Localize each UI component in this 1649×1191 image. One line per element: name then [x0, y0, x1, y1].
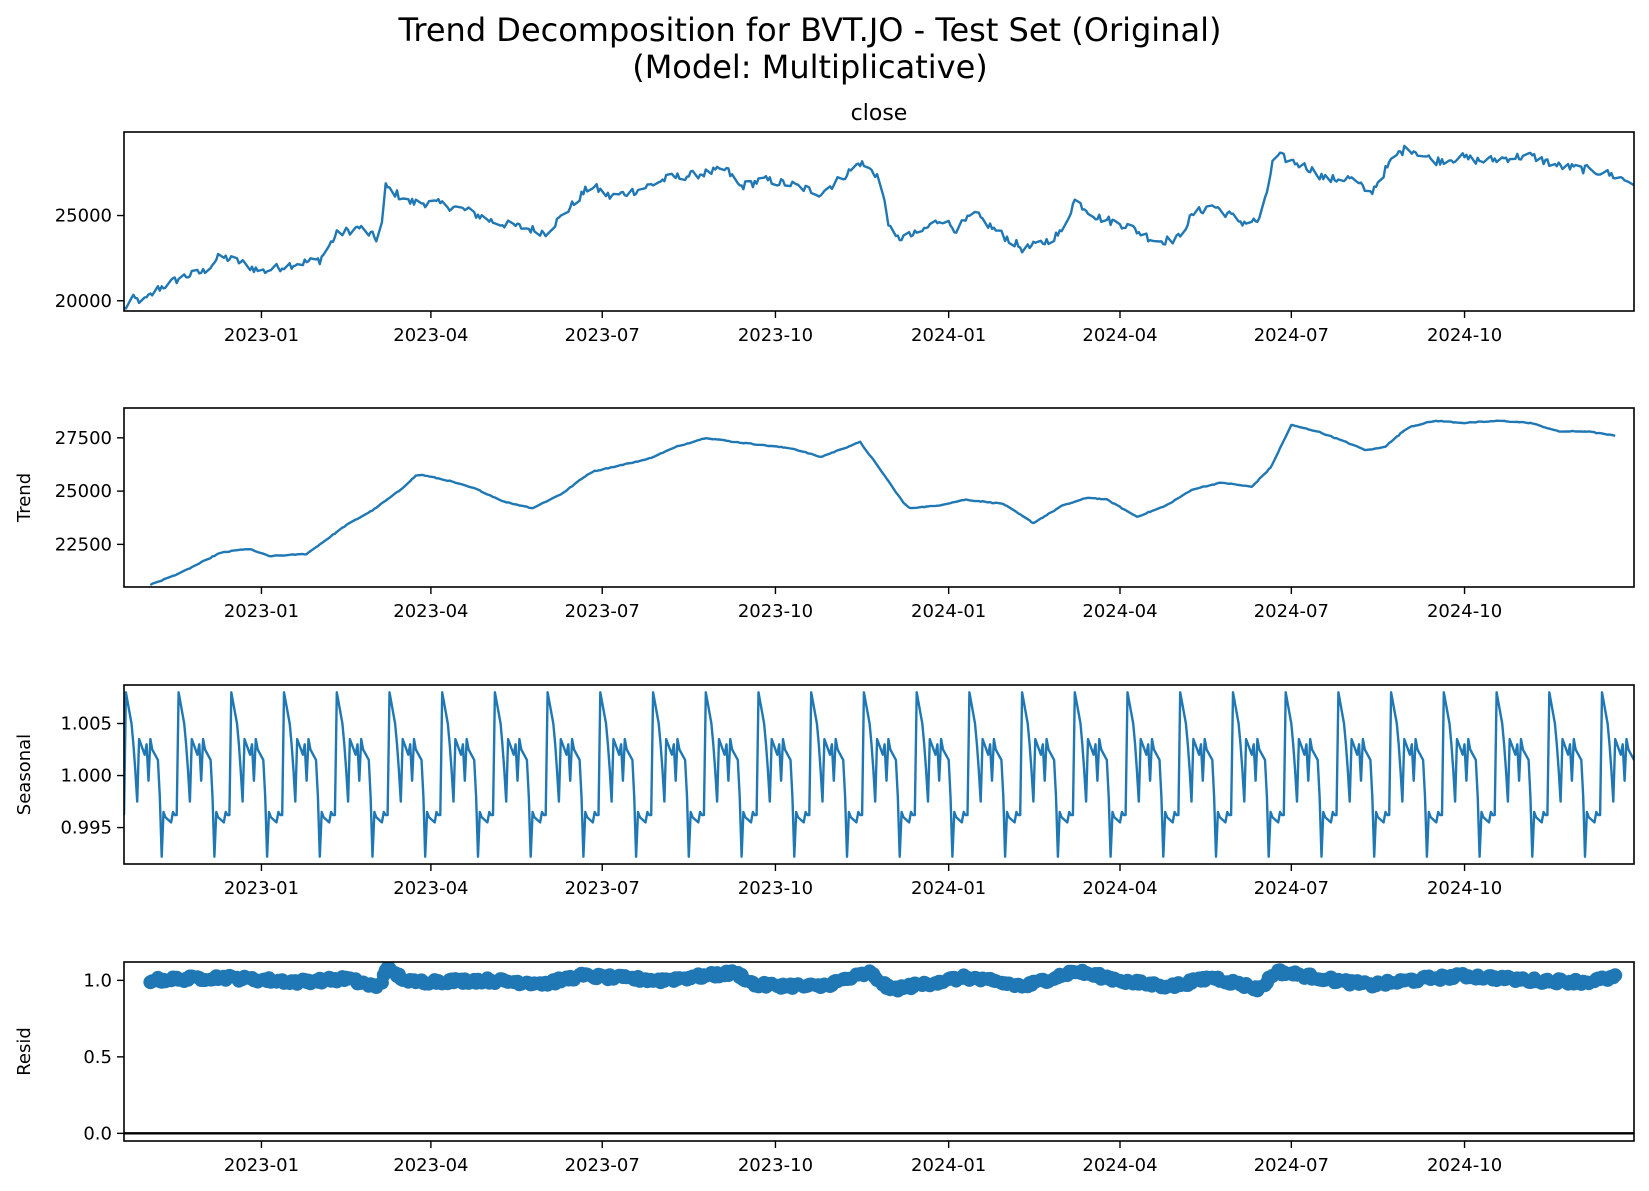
x-tick-label: 2024-10 [1427, 325, 1502, 346]
panel-title: close [851, 101, 908, 126]
y-tick-label: 1.000 [60, 766, 112, 787]
y-tick-label: 20000 [55, 291, 112, 312]
x-tick-label: 2023-07 [565, 878, 640, 899]
series-trend [149, 419, 1616, 587]
x-tick-label: 2024-04 [1082, 601, 1157, 622]
x-tick-label: 2024-01 [911, 601, 986, 622]
x-tick-label: 2023-01 [224, 325, 299, 346]
x-tick-label: 2023-07 [565, 1155, 640, 1176]
y-axis-label: Seasonal [14, 734, 35, 815]
axes-frame [123, 684, 1635, 865]
panel-trend: Trend 22500 25000 27500 2023-01 2023-04 2023-0… [14, 407, 1635, 622]
x-tick-label: 2023-01 [224, 601, 299, 622]
y-tick-label: 0.995 [60, 818, 112, 839]
axes-frame [123, 407, 1635, 588]
x-tick-label: 2024-04 [1082, 1155, 1157, 1176]
x-tick-label: 2023-01 [224, 878, 299, 899]
x-tick-label: 2023-07 [565, 325, 640, 346]
panel-seasonal: Seasonal 0.995 1.000 1.005 2023-01 2023-04 202… [14, 684, 1635, 899]
x-tick-label: 2024-07 [1254, 325, 1329, 346]
y-axis-label: Resid [14, 1027, 35, 1076]
x-tick-label: 2024-01 [911, 325, 986, 346]
x-tick-label: 2024-07 [1254, 878, 1329, 899]
x-tick-label: 2024-01 [911, 878, 986, 899]
panel-close: close 20000 25000 2023-01 2023-04 2023-07 2023… [55, 101, 1635, 346]
y-tick-label: 0.5 [83, 1047, 112, 1068]
x-tick-label: 2023-10 [738, 325, 813, 346]
x-tick-label: 2023-10 [738, 601, 813, 622]
series-line [124, 144, 1634, 310]
axes-frame [123, 961, 1635, 1142]
y-tick-label: 27500 [55, 428, 112, 449]
series-close [124, 144, 1634, 310]
y-tick-label: 0.0 [83, 1123, 112, 1144]
x-tick-label: 2024-04 [1082, 325, 1157, 346]
y-axis-label: Trend [14, 473, 35, 523]
y-tick-label: 1.005 [60, 714, 112, 735]
x-tick-label: 2023-04 [393, 1155, 468, 1176]
y-tick-label: 25000 [55, 206, 112, 227]
x-tick-label: 2023-04 [393, 601, 468, 622]
x-tick-label: 2024-10 [1427, 1155, 1502, 1176]
figure-title-line2: (Model: Multiplicative) [632, 48, 988, 86]
y-tick-label: 25000 [55, 481, 112, 502]
axes-frame [123, 131, 1635, 312]
panel-resid: Resid 0.0 0.5 1.0 2023-01 2023-04 2023-07 2023-… [14, 961, 1635, 1176]
x-tick-label: 2024-07 [1254, 601, 1329, 622]
figure-title-line1: Trend Decomposition for BVT.JO - Test Se… [398, 11, 1222, 49]
x-tick-label: 2024-04 [1082, 878, 1157, 899]
x-tick-label: 2024-07 [1254, 1155, 1329, 1176]
x-tick-label: 2024-10 [1427, 878, 1502, 899]
series-seasonal [124, 691, 1634, 858]
x-tick-label: 2023-01 [224, 1155, 299, 1176]
x-tick-label: 2023-04 [393, 325, 468, 346]
resid-point [1608, 968, 1623, 983]
x-tick-label: 2023-07 [565, 601, 640, 622]
y-tick-label: 22500 [55, 534, 112, 555]
x-tick-label: 2023-10 [738, 878, 813, 899]
series-line [149, 419, 1616, 587]
x-tick-label: 2023-10 [738, 1155, 813, 1176]
x-tick-label: 2023-04 [393, 878, 468, 899]
series-resid [124, 962, 1634, 1135]
y-tick-label: 1.0 [83, 970, 112, 991]
x-tick-label: 2024-01 [911, 1155, 986, 1176]
x-tick-label: 2024-10 [1427, 601, 1502, 622]
series-line [124, 691, 1634, 858]
